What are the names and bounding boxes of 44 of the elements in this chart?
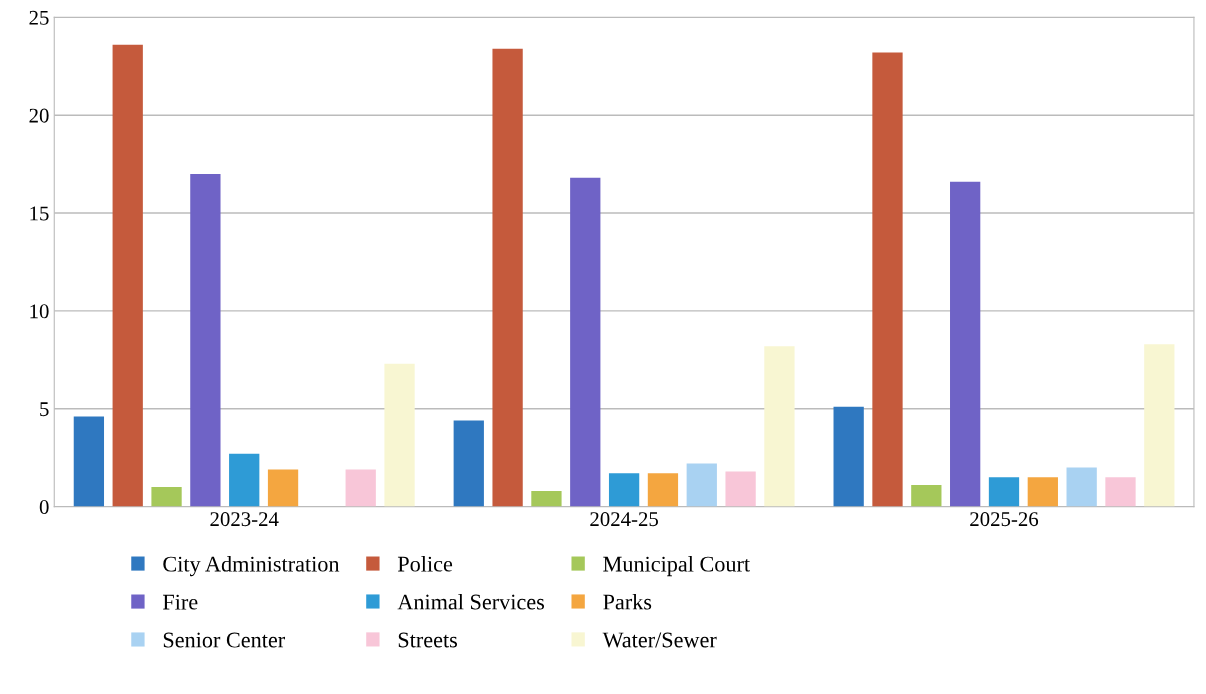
bar [950, 181, 981, 507]
legend-label: Fire [163, 594, 198, 610]
x-tick-label: 2024-25 [590, 512, 659, 527]
bar [531, 490, 562, 507]
bar [384, 363, 415, 507]
y-tick-label: 10 [30, 304, 49, 319]
legend-label: Streets [398, 632, 457, 648]
bar [608, 473, 640, 507]
bar [345, 469, 376, 507]
x-tick-label: 2025-26 [970, 512, 1039, 527]
bar [764, 346, 795, 507]
bar [453, 420, 484, 507]
y-tick-label: 15 [30, 206, 49, 221]
y-tick-label: 25 [29, 10, 49, 25]
legend-label: Water/Sewer [602, 632, 717, 648]
x-tick-label: 2023-24 [210, 512, 279, 527]
bar [1105, 477, 1136, 507]
legend-label: Senior Center [163, 632, 285, 648]
bar [151, 487, 182, 507]
legend-label: Municipal Court [603, 555, 750, 577]
legend-label: Parks [603, 593, 652, 610]
bar [492, 48, 523, 507]
bar [725, 471, 756, 507]
y-tick-label: 0 [39, 499, 49, 515]
bar [833, 406, 864, 507]
bar [73, 416, 105, 507]
bar [988, 477, 1020, 507]
bar [570, 177, 601, 507]
legend-label: Police [397, 555, 453, 572]
bar [112, 44, 143, 507]
bar [647, 473, 679, 507]
bar [686, 463, 717, 507]
legend-label: City Administration [163, 555, 340, 577]
bar [911, 485, 942, 507]
y-tick-label: 5 [40, 402, 49, 417]
bar [872, 52, 903, 507]
y-tick-label: 20 [29, 108, 49, 123]
legend-label: Animal Services [397, 593, 545, 610]
bar [190, 173, 221, 507]
bar [267, 469, 299, 507]
bar [1027, 477, 1058, 507]
bar [1066, 467, 1097, 507]
bar [1144, 344, 1175, 507]
bar [229, 453, 260, 507]
